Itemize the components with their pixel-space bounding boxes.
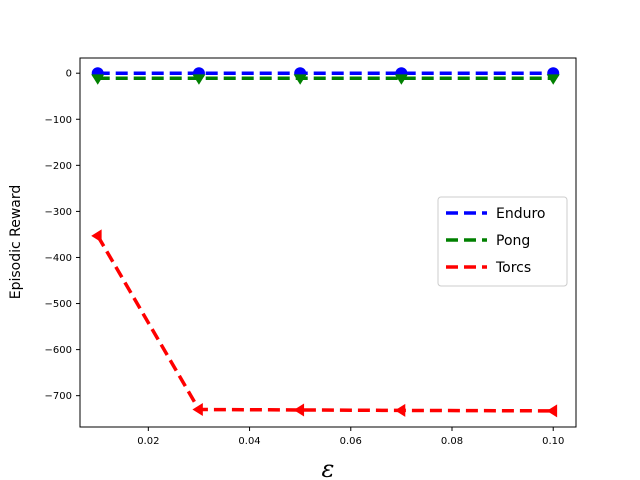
data-point-torcs	[192, 402, 203, 416]
data-point-torcs	[293, 403, 305, 417]
data-point-torcs	[91, 229, 102, 243]
x-tick-label: 0.02	[137, 436, 159, 447]
y-axis-label: Episodic Reward	[8, 185, 24, 300]
y-tick-label: −200	[45, 161, 72, 172]
x-tick-label: 0.06	[340, 436, 362, 447]
data-point-pong	[293, 74, 307, 85]
legend-label-torcs: Torcs	[495, 260, 531, 276]
data-point-pong	[192, 74, 206, 85]
x-tick-label: 0.04	[238, 436, 260, 447]
x-tick-label: 0.08	[441, 436, 463, 447]
y-tick-label: −300	[45, 207, 72, 218]
data-point-pong	[394, 74, 408, 85]
x-tick-label: 0.10	[542, 436, 564, 447]
y-axis: 0 −100 −200 −300 −400 −500 −600 −700	[45, 69, 80, 402]
plot-area	[91, 67, 560, 418]
legend: Enduro Pong Torcs	[437, 196, 568, 287]
plot-frame	[79, 57, 577, 428]
series-line-torcs	[96, 234, 554, 413]
y-tick-label: −700	[45, 391, 72, 402]
data-point-pong	[91, 74, 105, 85]
y-tick-label: −600	[45, 345, 72, 356]
data-point-torcs	[546, 404, 558, 418]
legend-box	[437, 196, 568, 287]
y-tick-label: −100	[45, 115, 72, 126]
legend-label-pong: Pong	[496, 233, 530, 249]
data-point-pong	[546, 74, 560, 85]
x-axis-label: ε	[322, 455, 335, 480]
y-tick-label: −400	[45, 253, 72, 264]
y-tick-label: −500	[45, 299, 72, 310]
y-tick-label: 0	[66, 69, 72, 80]
data-point-torcs	[394, 403, 406, 417]
x-axis: 0.02 0.04 0.06 0.08 0.10	[137, 427, 564, 447]
legend-label-enduro: Enduro	[496, 206, 546, 222]
